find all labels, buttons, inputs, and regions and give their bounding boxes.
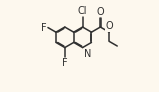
Text: O: O <box>106 21 114 31</box>
Text: O: O <box>96 7 104 17</box>
Text: N: N <box>84 49 92 59</box>
Text: Cl: Cl <box>78 6 87 16</box>
Text: F: F <box>41 23 47 33</box>
Text: F: F <box>62 58 68 68</box>
